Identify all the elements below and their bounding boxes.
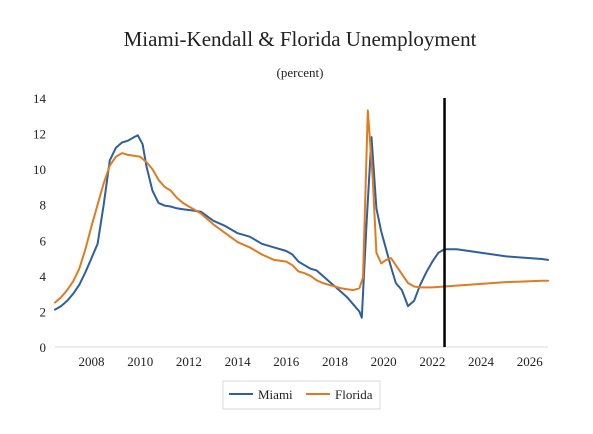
- y-tick-label: 10: [33, 162, 46, 177]
- x-tick-label: 2012: [176, 354, 202, 369]
- series-layer: [54, 109, 549, 319]
- x-tick-label: 2008: [79, 354, 105, 369]
- legend: Miami Florida: [229, 387, 373, 402]
- y-tick-label: 6: [40, 233, 47, 248]
- legend-box: [222, 380, 381, 410]
- series-line-miami: [54, 134, 549, 319]
- legend-label-florida: Florida: [335, 387, 373, 402]
- legend-label-miami: Miami: [258, 387, 293, 402]
- y-tick-label: 8: [40, 198, 47, 213]
- y-tick-label: 0: [40, 340, 47, 355]
- y-axis-ticks: 0 2 4 6 8 10 12 14: [33, 91, 47, 355]
- x-tick-label: 2026: [517, 354, 544, 369]
- x-tick-label: 2016: [273, 354, 300, 369]
- chart-title: Miami-Kendall & Florida Unemployment: [124, 27, 477, 51]
- y-tick-label: 14: [33, 91, 47, 106]
- x-tick-label: 2024: [468, 354, 495, 369]
- x-tick-label: 2020: [371, 354, 397, 369]
- x-tick-label: 2018: [322, 354, 348, 369]
- x-tick-label: 2022: [419, 354, 445, 369]
- chart-subtitle: (percent): [277, 65, 324, 80]
- x-tick-label: 2014: [225, 354, 252, 369]
- x-tick-label: 2010: [127, 354, 153, 369]
- y-tick-label: 12: [33, 127, 46, 142]
- x-axis-ticks: 2008 2010 2012 2014 2016 2018 2020 2022 2024 2026: [79, 354, 544, 369]
- series-line-florida: [54, 109, 549, 304]
- y-tick-label: 2: [40, 304, 47, 319]
- y-tick-label: 4: [40, 269, 47, 284]
